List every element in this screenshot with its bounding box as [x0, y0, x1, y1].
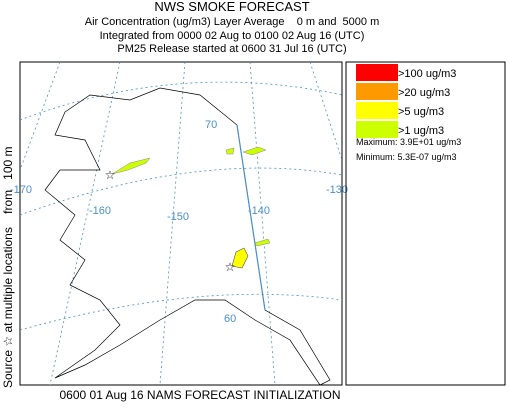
- graticule: [19, 61, 343, 386]
- legend-swatch: [356, 121, 398, 138]
- graticule-label: 60: [224, 313, 236, 325]
- source-star: ☆: [225, 260, 236, 274]
- graticule-label: -170: [10, 184, 32, 196]
- graticule-label: -150: [167, 211, 189, 223]
- graticule-label: -140: [248, 205, 270, 217]
- graticule-label: -160: [89, 205, 111, 217]
- graticule-label: 70: [205, 119, 217, 131]
- legend-label: >20 ug/m3: [398, 87, 450, 99]
- smoke-plumes: [111, 146, 271, 269]
- legend-label: >5 ug/m3: [398, 106, 444, 118]
- maximum: Maximum: 3.9E+01 ug/m3: [356, 137, 461, 147]
- legend-swatch: [356, 64, 398, 81]
- coastline: [44, 87, 331, 386]
- subtitle: Integrated from 0000 02 Aug to 0100 02 A…: [100, 30, 365, 42]
- legend-swatch: [356, 102, 398, 119]
- minimum: Minimum: 5.3E-07 ug/m3: [356, 152, 457, 162]
- legend-frame: [345, 61, 506, 386]
- legend-label: >100 ug/m3: [398, 68, 456, 80]
- legend-label: >1 ug/m3: [398, 125, 444, 137]
- subtitle: PM25 Release started at 0600 31 Jul 16 (…: [117, 43, 346, 55]
- footer: 0600 01 Aug 16 NAMS FORECAST INITIALIZAT…: [60, 388, 341, 402]
- side-label: Source ☆ at multiple locations from 100 …: [1, 146, 15, 388]
- legend-swatch: [356, 83, 398, 100]
- subtitle: Air Concentration (ug/m3) Layer Average …: [85, 16, 380, 28]
- map-frame: [19, 61, 343, 386]
- border: [236, 124, 266, 311]
- source-star: ☆: [105, 168, 116, 182]
- graticule-label: -130: [326, 184, 348, 196]
- legend: >100 ug/m3 >20 ug/m3 >5 ug/m3 >1 ug/m3: [356, 64, 456, 138]
- title: NWS SMOKE FORECAST: [154, 0, 309, 14]
